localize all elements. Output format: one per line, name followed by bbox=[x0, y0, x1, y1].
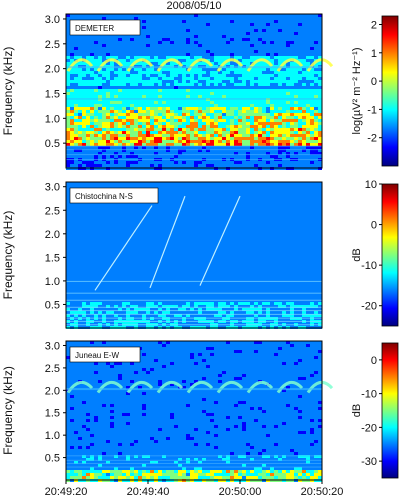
y-axis-label: Frequency (kHz) bbox=[1, 211, 15, 300]
y-tick-label: 2.5 bbox=[45, 363, 60, 375]
colorbar-label: dB bbox=[351, 404, 363, 417]
colorbar bbox=[381, 342, 399, 479]
y-tick-label: 2.0 bbox=[45, 229, 60, 241]
colorbar-tick-label: -20 bbox=[361, 301, 377, 313]
colorbar-tick-label: 1 bbox=[371, 48, 377, 60]
y-tick-label: 0.5 bbox=[45, 453, 60, 465]
colorbar-tick-label: 0 bbox=[371, 76, 377, 88]
y-tick-label: 1.0 bbox=[45, 430, 60, 442]
y-tick-label: 2.5 bbox=[45, 205, 60, 217]
y-tick-label: 2.0 bbox=[45, 64, 60, 76]
y-tick-label: 0.5 bbox=[45, 138, 60, 150]
y-tick-label: 1.5 bbox=[45, 408, 60, 420]
y-axis-label: Frequency (kHz) bbox=[1, 366, 15, 455]
colorbar bbox=[381, 183, 399, 327]
y-tick-label: 1.0 bbox=[45, 113, 60, 125]
x-tick-label: 20:50:00 bbox=[219, 486, 262, 498]
colorbar-tick-label: 2 bbox=[371, 19, 377, 31]
colorbar-tick-label: -30 bbox=[361, 456, 377, 468]
x-tick-label: 20:49:20 bbox=[45, 486, 88, 498]
y-tick-label: 2.0 bbox=[45, 385, 60, 397]
x-tick-label: 20:49:40 bbox=[127, 486, 170, 498]
spectrogram-panel-3: Juneau E-W 0.5 1.0 1.5 2.0 2.5 3.0 Frequency (k… bbox=[1, 340, 399, 482]
panel-label: DEMETER bbox=[75, 24, 114, 33]
y-tick-label: 3.0 bbox=[45, 340, 60, 352]
y-tick-label: 3.0 bbox=[45, 14, 60, 26]
y-tick-label: 0.5 bbox=[45, 299, 60, 311]
spectrogram-panel-2: Chistochina N-S 0.5 1.0 1.5 2.0 2.5 3.0 Frequen… bbox=[1, 179, 399, 329]
y-tick-label: 1.5 bbox=[45, 252, 60, 264]
colorbar-tick-label: 10 bbox=[365, 179, 377, 191]
colorbar-tick-label: -10 bbox=[361, 260, 377, 272]
figure-title: 2008/05/10 bbox=[166, 0, 221, 12]
colorbar-tick-label: -1 bbox=[367, 104, 377, 116]
colorbar-tick-label: 0 bbox=[371, 220, 377, 232]
panel-label: Chistochina N-S bbox=[75, 192, 133, 201]
spectrogram-panel-1: DEMETER 0.5 1.0 1.5 2.0 2.5 3.0 Frequency (kHz)… bbox=[1, 13, 399, 170]
colorbar-tick-label: -20 bbox=[361, 422, 377, 434]
colorbar-label: log(µV² m⁻² Hz⁻¹) bbox=[351, 47, 363, 134]
y-tick-label: 1.0 bbox=[45, 276, 60, 288]
y-tick-label: 2.5 bbox=[45, 39, 60, 51]
colorbar bbox=[381, 15, 399, 167]
x-tick-label: 20:50:20 bbox=[301, 486, 344, 498]
panel-label: Juneau E-W bbox=[75, 351, 119, 360]
colorbar-tick-label: -2 bbox=[367, 133, 377, 145]
y-tick-label: 3.0 bbox=[45, 182, 60, 194]
colorbar-label: dB bbox=[351, 248, 363, 261]
colorbar-tick-label: -10 bbox=[361, 389, 377, 401]
colorbar-tick-label: 0 bbox=[371, 355, 377, 367]
y-axis-label: Frequency (kHz) bbox=[1, 47, 15, 136]
y-tick-label: 1.5 bbox=[45, 88, 60, 100]
